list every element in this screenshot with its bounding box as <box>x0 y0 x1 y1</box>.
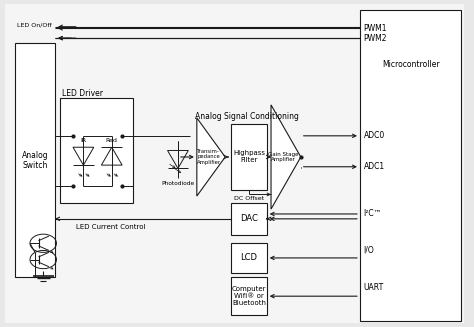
Text: Microcontroller: Microcontroller <box>382 60 439 69</box>
Text: PWM1: PWM1 <box>364 24 387 33</box>
Text: Transim-
pedance
Amplifier: Transim- pedance Amplifier <box>197 149 221 165</box>
Polygon shape <box>271 105 301 209</box>
Bar <box>60 98 133 202</box>
Text: DC Offset: DC Offset <box>234 196 264 201</box>
Text: LED Driver: LED Driver <box>62 89 103 98</box>
Bar <box>15 43 55 278</box>
Text: LED Current Control: LED Current Control <box>76 224 146 230</box>
Text: PWM2: PWM2 <box>364 34 387 43</box>
Polygon shape <box>197 118 225 196</box>
Text: Analog
Switch: Analog Switch <box>22 150 48 170</box>
Text: Highpass
Filter: Highpass Filter <box>233 150 265 164</box>
Text: Photodiode: Photodiode <box>161 181 194 186</box>
Text: ADC1: ADC1 <box>364 162 385 171</box>
Text: LCD: LCD <box>240 253 257 263</box>
Text: Computer
Wifi® or
Bluetooth: Computer Wifi® or Bluetooth <box>232 286 266 306</box>
Text: I/O: I/O <box>364 245 374 254</box>
Text: IR: IR <box>80 138 86 143</box>
Text: Red: Red <box>106 138 118 143</box>
Text: ADC0: ADC0 <box>364 131 385 140</box>
Text: UART: UART <box>364 283 384 292</box>
Bar <box>231 243 267 273</box>
Text: Gain Stage
Amplifier: Gain Stage Amplifier <box>268 152 299 163</box>
Text: LED On/Off: LED On/Off <box>17 23 52 27</box>
Text: Analog Signal Conditioning: Analog Signal Conditioning <box>194 112 299 121</box>
Bar <box>231 278 267 315</box>
Text: I²C™: I²C™ <box>364 210 382 218</box>
Bar <box>231 125 267 190</box>
Bar <box>231 202 267 235</box>
Bar <box>360 10 462 321</box>
Text: DAC: DAC <box>240 215 258 223</box>
